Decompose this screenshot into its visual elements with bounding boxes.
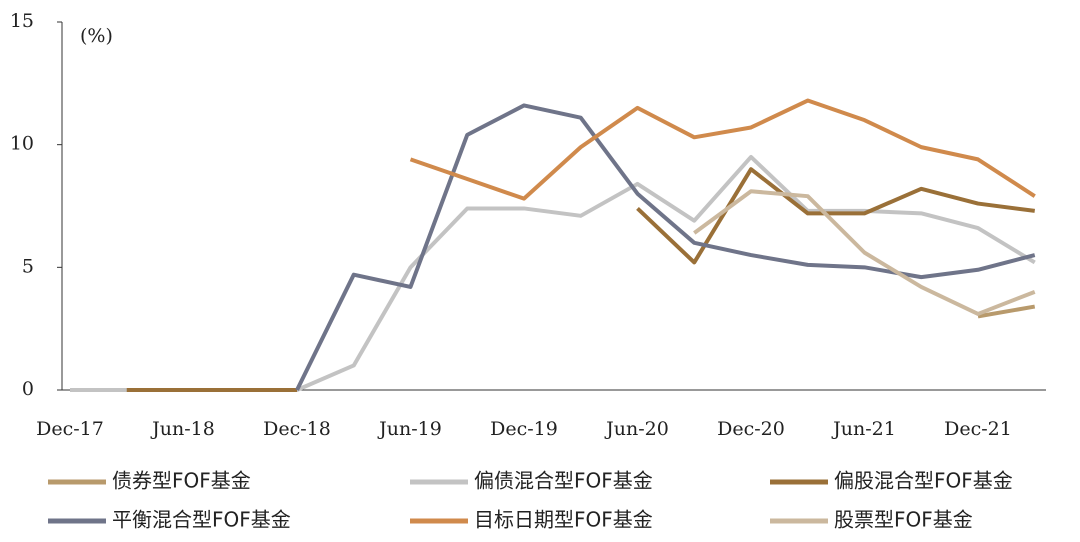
legend-label: 股票型FOF基金 (834, 508, 973, 532)
x-tick-label: Jun-18 (150, 418, 215, 440)
y-tick-label: 5 (22, 255, 34, 277)
legend-label: 偏债混合型FOF基金 (474, 469, 653, 493)
y-tick-label: 10 (10, 133, 34, 155)
series-line (977, 304, 1036, 319)
x-tick-label: Dec-17 (36, 418, 104, 440)
series-line (693, 189, 1036, 316)
series-line (126, 167, 1036, 392)
x-tick-label: Dec-18 (263, 418, 331, 440)
legend-label: 偏股混合型FOF基金 (834, 469, 1013, 493)
legend-label: 债券型FOF基金 (112, 469, 251, 493)
y-tick-label: 15 (10, 10, 34, 32)
x-tick-label: Dec-21 (944, 418, 1012, 440)
legend-label: 目标日期型FOF基金 (474, 508, 653, 532)
unit-label: (%) (80, 25, 113, 47)
y-tick-label: 0 (22, 378, 34, 400)
x-tick-label: Jun-19 (377, 418, 442, 440)
series-line (409, 98, 1036, 201)
series-line (295, 103, 1036, 391)
x-tick-label: Dec-19 (490, 418, 558, 440)
x-tick-label: Jun-20 (604, 418, 669, 440)
x-tick-label: Dec-20 (717, 418, 785, 440)
x-tick-label: Jun-21 (831, 418, 896, 440)
legend-label: 平衡混合型FOF基金 (112, 508, 291, 532)
